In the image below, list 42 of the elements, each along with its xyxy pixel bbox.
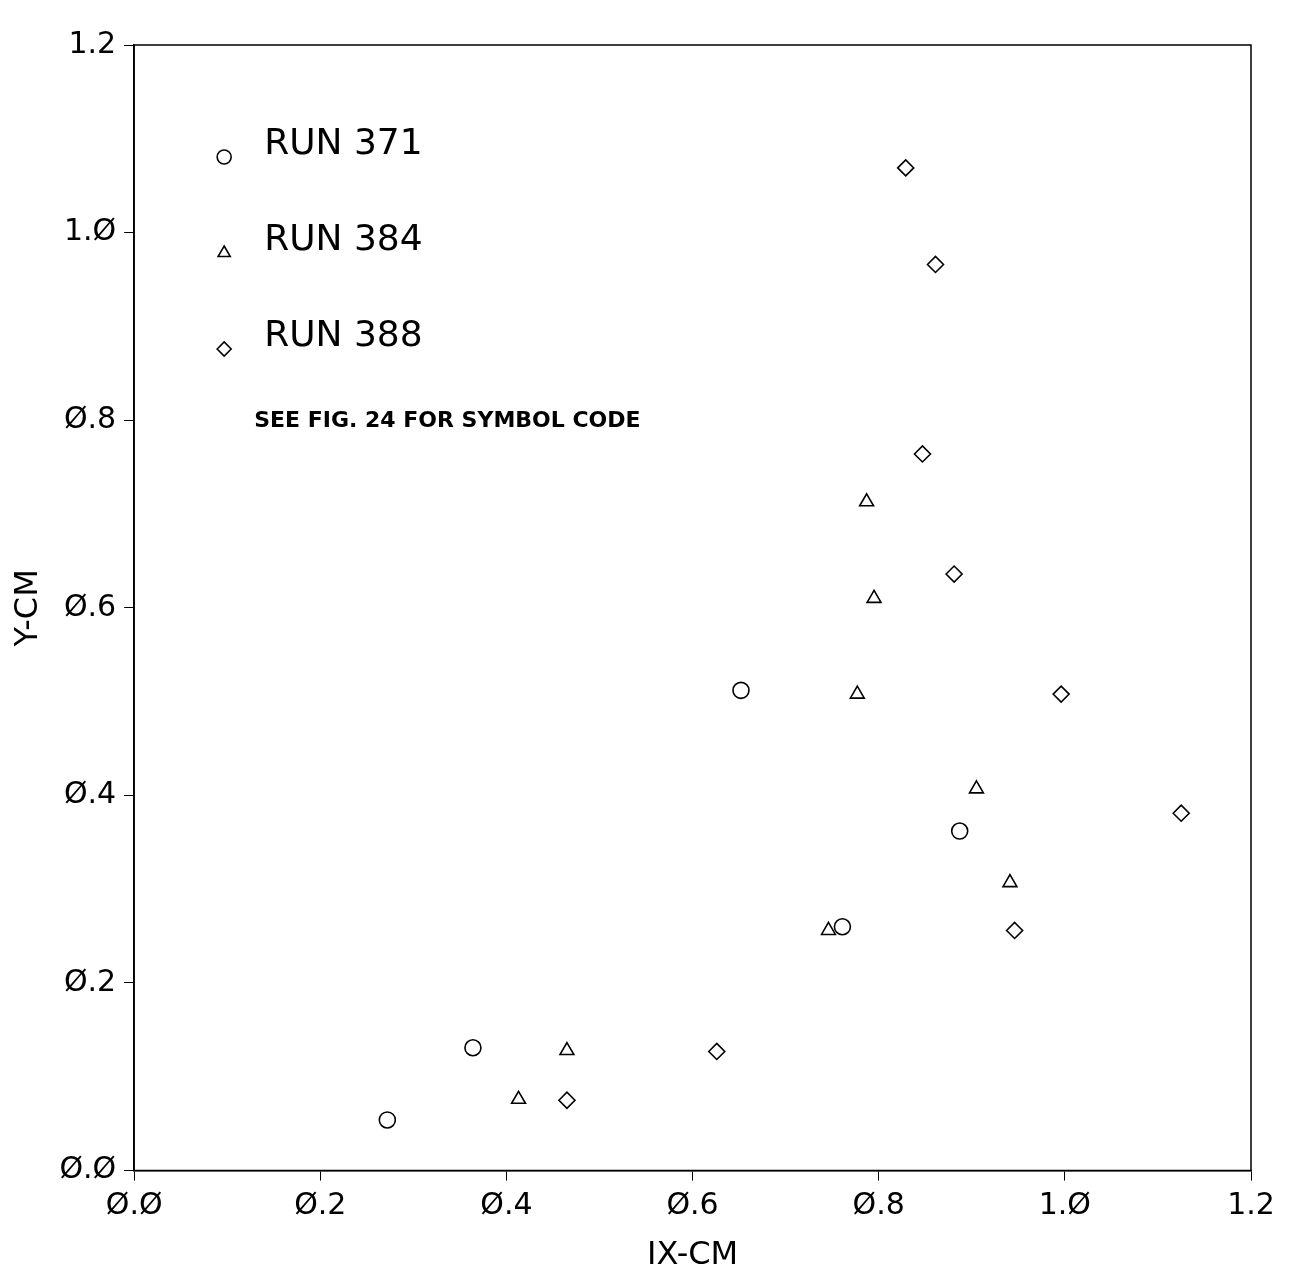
x-tick-label: Ø.2 — [294, 1186, 347, 1222]
point — [378, 1111, 397, 1129]
point — [1172, 804, 1190, 823]
point — [950, 822, 969, 840]
point — [849, 685, 866, 699]
point — [1052, 685, 1070, 703]
x-tick-label: Ø.4 — [480, 1186, 533, 1222]
point — [866, 589, 882, 604]
x-axis-title: IX-CM — [646, 1234, 739, 1273]
x-tick-label: Ø.6 — [666, 1186, 719, 1222]
point — [926, 255, 945, 274]
annotation: SEE FIG. 24 FOR SYMBOL CODE — [254, 406, 641, 432]
y-tick-label: Ø.4 — [63, 775, 117, 811]
point — [1002, 873, 1018, 888]
x-tick-label: 1.2 — [1227, 1186, 1275, 1222]
y-axis-title: Y-CM — [6, 569, 45, 648]
point — [464, 1038, 482, 1057]
point — [510, 1090, 527, 1105]
point — [858, 493, 875, 507]
point — [968, 780, 985, 794]
x-tick-label: Ø.8 — [852, 1186, 905, 1222]
point — [732, 681, 750, 700]
y-tick-label: 1.2 — [68, 24, 117, 60]
y-tick-label: Ø.Ø — [59, 1150, 117, 1186]
point — [896, 159, 915, 177]
x-tick-label: Ø.Ø — [105, 1186, 163, 1222]
point — [707, 1042, 726, 1061]
point — [913, 445, 932, 463]
legend-label: RUN 388 — [264, 313, 423, 355]
point — [559, 1041, 575, 1056]
legend-label: RUN 384 — [264, 217, 423, 259]
point — [833, 917, 852, 936]
y-tick-label: Ø.2 — [63, 962, 117, 998]
point — [820, 921, 837, 936]
point — [945, 565, 963, 583]
legend-label: RUN 371 — [264, 121, 423, 163]
point — [1005, 921, 1024, 940]
y-tick-label: Ø.8 — [63, 400, 117, 435]
y-tick-label: Ø.6 — [63, 587, 117, 623]
point — [558, 1091, 576, 1110]
y-tick-label: 1.Ø — [63, 212, 117, 248]
x-tick-label: 1.Ø — [1038, 1186, 1091, 1222]
